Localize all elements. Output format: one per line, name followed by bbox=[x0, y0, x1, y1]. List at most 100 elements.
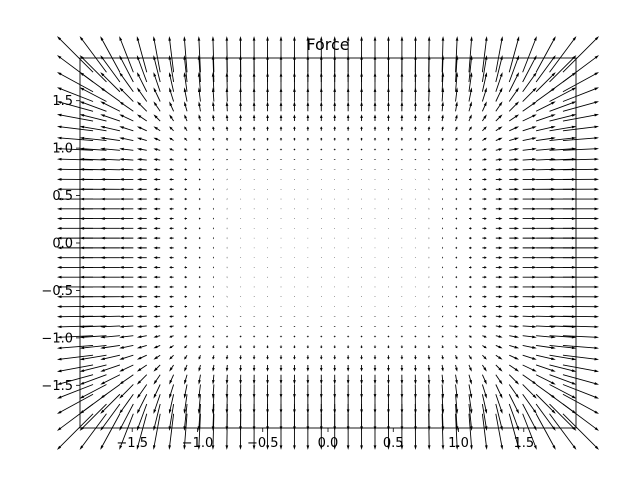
quiver-arrow bbox=[468, 137, 472, 141]
quiver-arrow bbox=[414, 237, 416, 239]
quiver-arrow bbox=[266, 316, 269, 317]
y-tick-label: 0.0 bbox=[52, 237, 73, 252]
quiver-arrow bbox=[400, 325, 404, 327]
quiver-arrow bbox=[549, 36, 577, 73]
quiver-arrow bbox=[183, 72, 188, 92]
quiver-arrow bbox=[522, 197, 537, 201]
quiver-arrow bbox=[56, 335, 94, 339]
quiver-arrow bbox=[428, 217, 430, 220]
quiver-arrow bbox=[136, 285, 147, 289]
quiver-arrow bbox=[427, 101, 431, 112]
quiver-arrow bbox=[239, 364, 242, 372]
quiver-arrow bbox=[414, 114, 417, 122]
quiver-arrow bbox=[184, 266, 188, 269]
quiver-arrow bbox=[333, 325, 337, 327]
quiver-arrow bbox=[495, 101, 503, 112]
quiver-arrow bbox=[482, 158, 487, 161]
quiver-arrow bbox=[252, 345, 256, 349]
quiver-arrow bbox=[522, 403, 537, 431]
quiver-arrow bbox=[495, 285, 503, 289]
quiver-arrow bbox=[387, 148, 390, 151]
quiver-arrow bbox=[468, 217, 472, 220]
quiver-arrow bbox=[401, 306, 403, 307]
quiver-arrow bbox=[346, 384, 350, 399]
quiver-arrow bbox=[441, 36, 445, 73]
quiver-arrow bbox=[168, 394, 175, 414]
quiver-arrow bbox=[414, 315, 417, 318]
quiver-arrow bbox=[549, 413, 577, 450]
quiver-arrow bbox=[334, 247, 336, 249]
quiver-arrow bbox=[522, 137, 537, 141]
quiver-arrow bbox=[136, 126, 147, 132]
quiver-arrow bbox=[536, 178, 556, 181]
quiver-arrow bbox=[334, 267, 336, 268]
quiver-arrow bbox=[455, 394, 459, 414]
quiver-arrow bbox=[79, 345, 107, 350]
quiver-arrow bbox=[442, 285, 444, 289]
quiver-arrow bbox=[414, 374, 417, 385]
quiver-arrow bbox=[119, 393, 134, 414]
quiver-arrow bbox=[252, 325, 256, 327]
quiver-arrow bbox=[294, 179, 295, 180]
quiver-arrow bbox=[212, 168, 215, 171]
y-tick-label: −0.5 bbox=[41, 284, 73, 299]
quiver-arrow bbox=[360, 137, 363, 141]
quiver-arrow bbox=[184, 148, 188, 151]
quiver-arrow bbox=[455, 148, 458, 151]
quiver-arrow bbox=[388, 257, 389, 258]
quiver-arrow bbox=[168, 72, 175, 92]
quiver-arrow bbox=[56, 125, 94, 132]
quiver-arrow bbox=[119, 217, 134, 220]
quiver-arrow bbox=[374, 267, 376, 268]
quiver-arrow bbox=[495, 364, 503, 372]
quiver-arrow bbox=[169, 197, 174, 201]
quiver-arrow bbox=[306, 159, 310, 161]
quiver-arrow bbox=[266, 355, 269, 360]
quiver-arrow bbox=[468, 325, 472, 328]
quiver-arrow bbox=[212, 137, 215, 141]
quiver-arrow bbox=[266, 114, 269, 122]
quiver-arrow bbox=[388, 218, 389, 219]
quiver-arrow bbox=[374, 306, 376, 307]
quiver-arrow bbox=[184, 285, 188, 289]
x-tick-label: 1.0 bbox=[448, 436, 469, 451]
quiver-arrow bbox=[212, 114, 215, 122]
quiver-arrow bbox=[360, 374, 363, 385]
quiver-arrow bbox=[280, 247, 282, 249]
quiver-arrow bbox=[442, 178, 444, 181]
quiver-arrow bbox=[347, 179, 349, 180]
quiver-arrow bbox=[455, 335, 458, 338]
quiver-arrow bbox=[153, 256, 161, 259]
quiver-arrow bbox=[198, 374, 201, 385]
quiver-arrow bbox=[400, 374, 404, 385]
quiver-arrow bbox=[280, 306, 282, 307]
quiver-arrow bbox=[79, 147, 107, 151]
quiver-arrow bbox=[549, 101, 577, 112]
quiver-arrow bbox=[522, 305, 537, 308]
quiver-arrow bbox=[100, 87, 121, 102]
quiver-arrow bbox=[136, 403, 148, 431]
quiver-arrow bbox=[198, 197, 201, 201]
quiver-arrow bbox=[252, 413, 256, 450]
quiver-arrow bbox=[455, 403, 459, 431]
quiver-arrow bbox=[442, 305, 444, 308]
quiver-arrow bbox=[319, 114, 323, 122]
quiver-arrow bbox=[347, 247, 349, 249]
quiver-arrow bbox=[373, 169, 377, 170]
quiver-arrow bbox=[307, 228, 309, 229]
quiver-arrow bbox=[153, 227, 161, 230]
quiver-arrow bbox=[536, 187, 556, 191]
quiver-arrow bbox=[153, 266, 161, 269]
quiver-arrow bbox=[400, 384, 404, 399]
quiver-arrow bbox=[428, 256, 430, 259]
quiver-arrow bbox=[100, 236, 120, 240]
quiver-arrow bbox=[119, 147, 134, 151]
quiver-arrow bbox=[387, 374, 390, 385]
quiver-arrow bbox=[333, 316, 337, 317]
quiver-arrow bbox=[562, 374, 600, 385]
quiver-arrow bbox=[373, 114, 377, 122]
quiver-arrow bbox=[153, 72, 161, 92]
quiver-arrow bbox=[562, 113, 600, 122]
quiver-arrow bbox=[333, 36, 337, 73]
quiver-arrow bbox=[468, 36, 473, 73]
